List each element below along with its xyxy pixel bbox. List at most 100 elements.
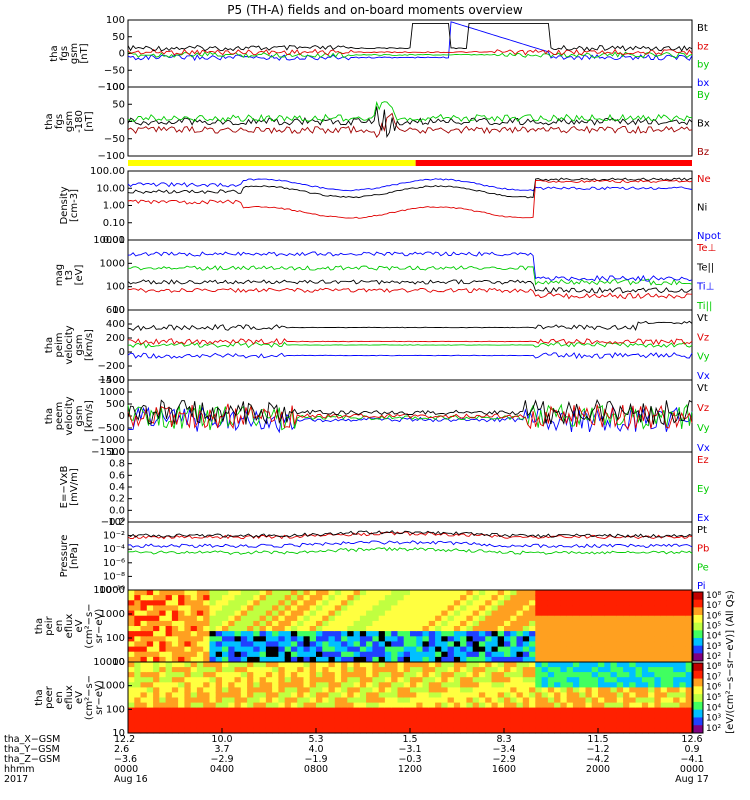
- heatmap-cell: [416, 646, 424, 653]
- heatmap-cell: [466, 651, 474, 658]
- heatmap-cell: [428, 667, 436, 673]
- heatmap-cell: [146, 727, 154, 734]
- heatmap-cell: [585, 697, 593, 704]
- heatmap-cell: [222, 722, 229, 729]
- heatmap-cell: [366, 697, 373, 704]
- heatmap-cell: [203, 651, 211, 658]
- heatmap-cell: [322, 646, 330, 653]
- heatmap-cell: [303, 626, 311, 632]
- heatmap-cell: [654, 672, 662, 678]
- heatmap-cell: [247, 636, 254, 643]
- heatmap-cell: [228, 677, 236, 683]
- series-line: [127, 531, 693, 540]
- heatmap-cell: [247, 641, 254, 648]
- heatmap-cell: [422, 682, 430, 688]
- heatmap-cell: [316, 717, 323, 724]
- heatmap-cell: [391, 605, 399, 612]
- heatmap-cell: [297, 717, 305, 724]
- heatmap-cell: [610, 692, 618, 699]
- heatmap-cell: [334, 610, 342, 617]
- heatmap-cell: [460, 682, 467, 688]
- heatmap-cell: [316, 631, 323, 637]
- heatmap-cell: [660, 646, 668, 653]
- heatmap-cell: [447, 682, 455, 688]
- heatmap-cell: [171, 722, 179, 729]
- heatmap-cell: [654, 707, 662, 714]
- heatmap-cell: [178, 707, 185, 714]
- heatmap-cell: [146, 656, 154, 663]
- heatmap-cell: [428, 672, 436, 678]
- heatmap-cell: [171, 656, 179, 663]
- heatmap-cell: [554, 692, 561, 699]
- heatmap-cell: [265, 712, 273, 719]
- heatmap-cell: [134, 717, 142, 724]
- heatmap-cell: [290, 610, 298, 617]
- heatmap-cell: [447, 697, 455, 704]
- heatmap-cell: [616, 631, 624, 637]
- heatmap-cell: [685, 620, 693, 627]
- heatmap-cell: [591, 672, 599, 678]
- heatmap-cell: [572, 651, 580, 658]
- heatmap-cell: [604, 662, 612, 668]
- heatmap-cell: [253, 692, 261, 699]
- series-line: [127, 540, 693, 549]
- heatmap-cell: [391, 717, 399, 724]
- heatmap-cell: [641, 646, 649, 653]
- series-line: [128, 265, 693, 286]
- heatmap-cell: [554, 610, 561, 617]
- heatmap-cell: [359, 697, 367, 704]
- heatmap-cell: [171, 605, 179, 612]
- heatmap-cell: [184, 682, 192, 688]
- heatmap-cell: [522, 697, 530, 704]
- heatmap-cell: [165, 727, 173, 734]
- legend-entry: Vz: [697, 403, 709, 414]
- heatmap-cell: [284, 595, 292, 601]
- heatmap-cell: [165, 717, 173, 724]
- heatmap-cell: [240, 702, 248, 709]
- heatmap-cell: [560, 636, 568, 643]
- heatmap-cell: [190, 662, 198, 668]
- heatmap-cell: [635, 636, 643, 643]
- heatmap-cell: [673, 615, 681, 622]
- heatmap-cell: [648, 595, 655, 601]
- heatmap-cell: [391, 712, 399, 719]
- heatmap-cell: [422, 646, 430, 653]
- heatmap-cell: [309, 646, 317, 653]
- heatmap-cell: [272, 692, 279, 699]
- heatmap-cell: [222, 677, 229, 683]
- heatmap-cell: [284, 667, 292, 673]
- heatmap-cell: [460, 656, 467, 663]
- heatmap-cell: [522, 626, 530, 632]
- heatmap-cell: [403, 712, 411, 719]
- heatmap-cell: [222, 646, 229, 653]
- heatmap-cell: [240, 682, 248, 688]
- heatmap-cell: [560, 651, 568, 658]
- heatmap-cell: [491, 610, 499, 617]
- heatmap-cell: [504, 702, 511, 709]
- heatmap-cell: [629, 646, 637, 653]
- heatmap-cell: [510, 707, 518, 714]
- heatmap-cell: [228, 651, 236, 658]
- heatmap-cell: [529, 610, 536, 617]
- heatmap-cell: [165, 656, 173, 663]
- heatmap-cell: [460, 651, 467, 658]
- heatmap-cell: [460, 687, 467, 694]
- heatmap-cell: [510, 667, 518, 673]
- heatmap-cell: [140, 636, 148, 643]
- heatmap-cell: [353, 697, 361, 704]
- heatmap-cell: [203, 672, 211, 678]
- heatmap-cell: [222, 605, 229, 612]
- heatmap-cell: [297, 636, 305, 643]
- heatmap-cell: [629, 590, 637, 596]
- y-tick-label: 400: [106, 319, 125, 330]
- y-tick-label: 0.01: [103, 235, 125, 246]
- heatmap-cell: [128, 712, 135, 719]
- heatmap-cell: [416, 600, 424, 607]
- heatmap-cell: [510, 590, 518, 596]
- heatmap-cell: [604, 656, 612, 663]
- heatmap-cell: [535, 727, 543, 734]
- heatmap-cell: [297, 672, 305, 678]
- heatmap-cell: [190, 677, 198, 683]
